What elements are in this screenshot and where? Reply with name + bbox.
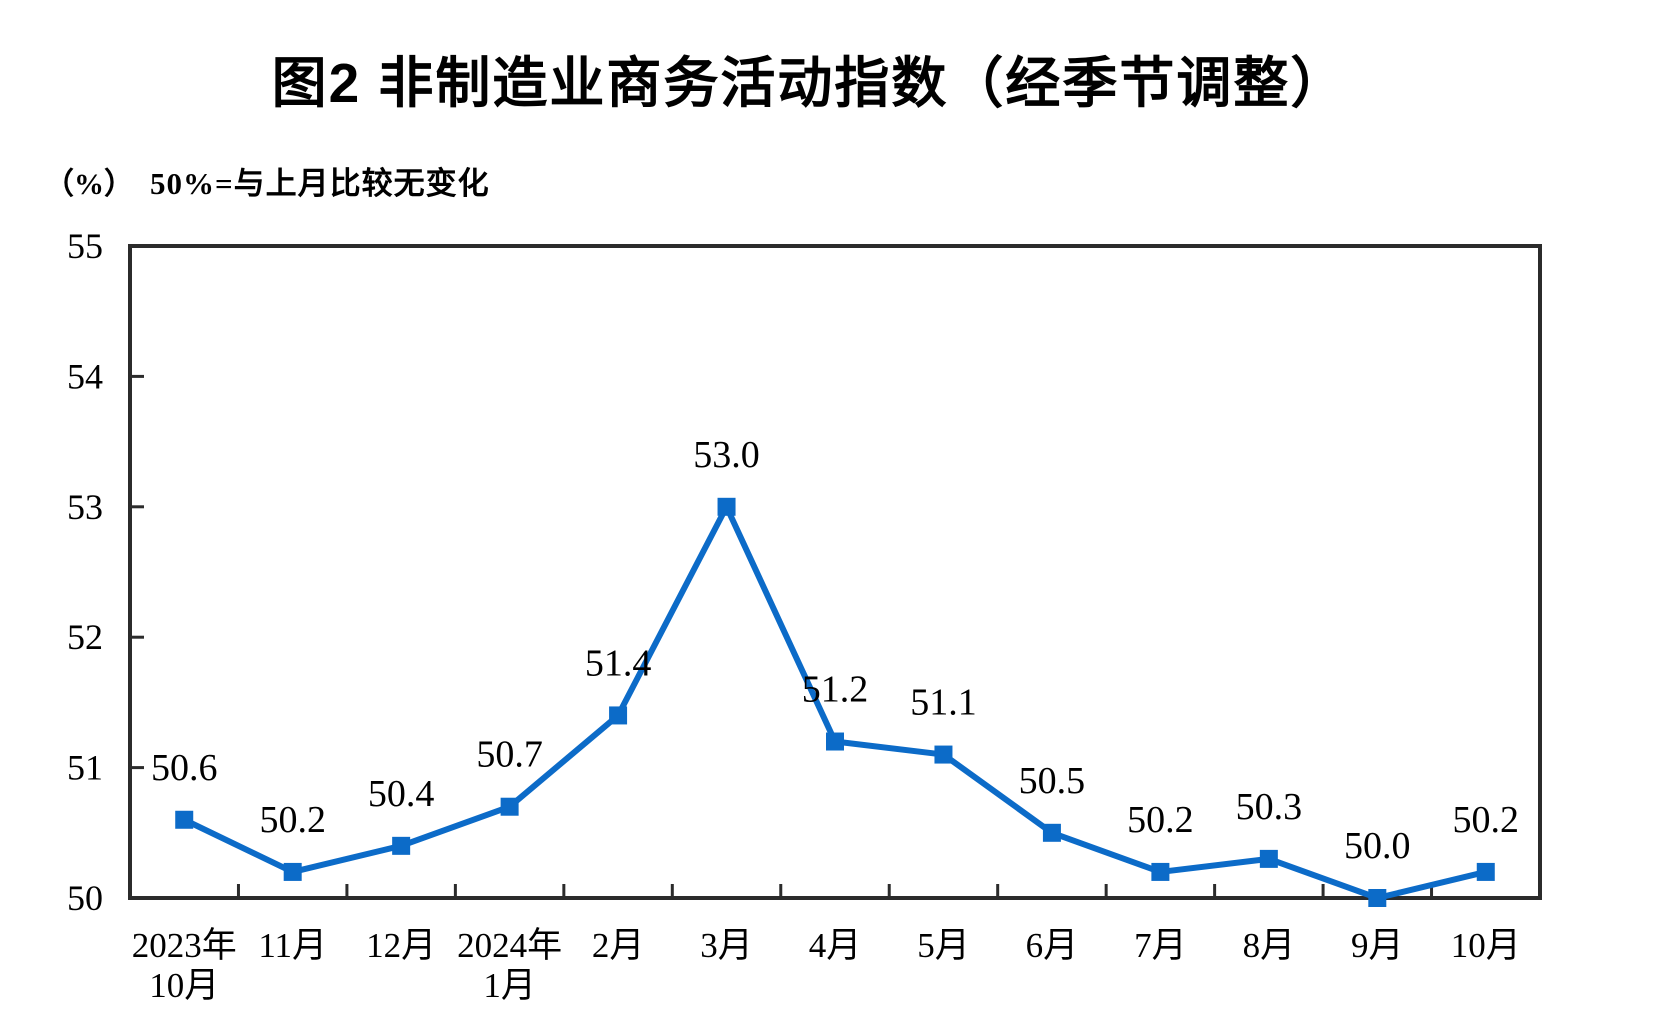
data-point-marker <box>283 862 302 881</box>
data-point-marker <box>392 836 411 855</box>
y-tick-label: 54 <box>67 356 103 396</box>
x-tick-label: 7月 <box>1134 926 1187 965</box>
data-point-marker <box>609 706 628 725</box>
data-point-marker <box>1368 889 1387 907</box>
y-tick-label: 53 <box>67 487 103 527</box>
data-point-marker <box>175 810 194 829</box>
x-tick-label: 9月 <box>1351 926 1404 965</box>
data-point-label: 50.2 <box>1127 799 1194 841</box>
y-tick-label: 55 <box>67 226 103 266</box>
data-point-marker <box>1042 823 1061 842</box>
chart-subtitle-row: （%） 50%=与上月比较无变化 <box>44 158 490 203</box>
x-tick-label: 3月 <box>700 926 753 965</box>
x-tick-label: 4月 <box>809 926 862 965</box>
axis-unit-label: （%） <box>44 168 134 201</box>
data-point-marker <box>500 797 519 816</box>
x-tick-label: 6月 <box>1026 926 1079 965</box>
data-point-label: 50.6 <box>151 747 218 789</box>
x-tick-label: 10月 <box>1451 926 1521 965</box>
data-point-marker <box>1151 862 1170 881</box>
data-point-marker <box>717 497 736 516</box>
y-tick-label: 52 <box>67 617 103 657</box>
x-tick-label: 1月 <box>483 966 536 1005</box>
y-tick-label: 51 <box>67 748 103 788</box>
data-point-label: 50.4 <box>368 773 435 815</box>
data-point-marker <box>1259 849 1278 868</box>
chart-title: 图2 非制造业商务活动指数（经季节调整） <box>271 52 1348 114</box>
x-tick-label: 8月 <box>1243 926 1296 965</box>
data-point-label: 51.2 <box>802 669 869 711</box>
plot-border <box>128 244 1542 900</box>
data-point-label: 50.0 <box>1344 825 1411 867</box>
data-point-marker <box>934 745 953 764</box>
data-point-marker <box>826 732 844 751</box>
x-tick-label: 5月 <box>917 926 970 965</box>
data-point-label: 51.4 <box>585 642 652 684</box>
y-tick-label: 50 <box>67 878 103 918</box>
reference-note: 50%=与上月比较无变化 <box>150 166 490 201</box>
x-tick-label: 2023年 <box>132 926 237 965</box>
x-tick-label: 2月 <box>592 926 645 965</box>
data-point-label: 51.1 <box>910 682 977 724</box>
x-tick-label: 10月 <box>149 966 219 1005</box>
data-point-label: 50.2 <box>1453 799 1520 841</box>
data-point-label: 53.0 <box>693 434 760 476</box>
data-point-label: 50.3 <box>1236 786 1303 828</box>
data-point-marker <box>1476 862 1495 881</box>
data-point-label: 50.2 <box>259 799 326 841</box>
data-point-label: 50.7 <box>476 734 543 776</box>
x-tick-label: 12月 <box>366 926 436 965</box>
x-tick-label: 2024年 <box>457 926 562 965</box>
x-tick-label: 11月 <box>258 926 327 965</box>
data-point-label: 50.5 <box>1019 760 1086 802</box>
